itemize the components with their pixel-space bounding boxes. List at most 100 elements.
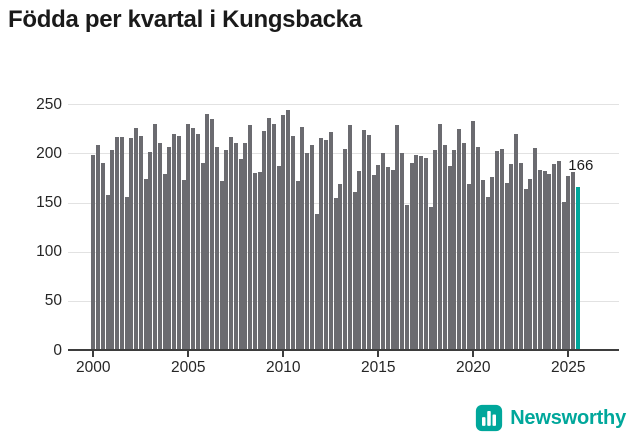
bar [404, 204, 409, 350]
bar [281, 115, 286, 350]
bar [110, 149, 115, 350]
bar [400, 152, 405, 350]
bar [499, 148, 504, 350]
bar [143, 179, 148, 350]
bar [167, 146, 172, 350]
bar [324, 139, 329, 350]
bar [338, 183, 343, 350]
bar [229, 136, 234, 350]
bar [442, 144, 447, 350]
y-axis-tick-label: 250 [36, 95, 62, 113]
bar [205, 114, 210, 350]
x-axis-line [68, 349, 619, 351]
bar [409, 163, 414, 350]
bar [172, 133, 177, 350]
bar [271, 124, 276, 350]
bar [357, 171, 362, 350]
bar [366, 134, 371, 350]
bar [433, 149, 438, 350]
bar [362, 129, 367, 350]
bar [314, 214, 319, 350]
y-axis-tick-label: 50 [44, 292, 62, 310]
bar [181, 180, 186, 350]
bar [381, 152, 386, 350]
bar [243, 142, 248, 350]
bar [571, 172, 575, 350]
bar [276, 166, 281, 350]
bar [91, 155, 96, 350]
bar [328, 131, 333, 350]
bar [390, 170, 395, 350]
bar [210, 119, 215, 350]
bar [200, 163, 205, 350]
highlight-value-label: 166 [568, 156, 594, 174]
bar [461, 142, 466, 350]
bar [514, 133, 518, 350]
gridline [68, 104, 619, 106]
bar [471, 121, 476, 350]
newsworthy-branding[interactable]: Newsworthy [475, 404, 626, 432]
bar [286, 110, 291, 350]
bar [162, 174, 167, 350]
bar [214, 146, 219, 350]
bar [476, 146, 481, 350]
bar [191, 127, 196, 350]
newsworthy-logo-icon [476, 404, 503, 432]
bar [300, 126, 305, 350]
bar [257, 172, 262, 350]
bar [295, 181, 300, 350]
brand-name: Newsworthy [510, 406, 626, 429]
x-axis-tick [567, 351, 570, 357]
bar [542, 171, 547, 350]
bar [100, 163, 105, 350]
bar [238, 159, 243, 350]
bar [96, 144, 100, 350]
bar [267, 118, 272, 350]
bar [428, 206, 433, 350]
bar [233, 142, 238, 350]
bar [466, 183, 471, 350]
bar [414, 155, 419, 350]
bar [490, 177, 495, 350]
bar [119, 136, 124, 350]
bar [518, 163, 523, 350]
x-axis-tick [92, 351, 95, 357]
bar [533, 147, 537, 350]
bar [395, 124, 400, 350]
bar [333, 197, 338, 350]
bar [447, 166, 452, 350]
bar [552, 164, 556, 350]
highlighted-bar [575, 186, 580, 350]
y-axis-tick-label: 200 [36, 144, 62, 162]
bar [195, 133, 200, 350]
bar [457, 128, 462, 350]
bar [309, 144, 314, 350]
y-axis-tick-label: 100 [36, 243, 62, 261]
bar [148, 151, 153, 350]
bar [134, 127, 139, 350]
bar [556, 161, 561, 350]
x-axis-tick-label: 2005 [171, 359, 206, 376]
x-axis-tick-label: 2010 [266, 359, 301, 376]
bar [537, 170, 542, 350]
bar [509, 164, 514, 350]
y-axis-tick-label: 150 [36, 194, 62, 212]
bar [219, 181, 224, 350]
bar [566, 176, 571, 350]
bar [224, 149, 229, 350]
bar [504, 182, 509, 350]
bar [248, 124, 253, 350]
bar [452, 149, 457, 350]
bar [385, 167, 390, 350]
bar [547, 174, 552, 350]
bar [347, 124, 352, 350]
bar [252, 173, 257, 350]
x-axis-tick-label: 2025 [551, 359, 586, 376]
bar [129, 137, 134, 350]
y-axis-tick-label: 0 [53, 341, 62, 359]
x-axis-tick [377, 351, 380, 357]
bar [419, 156, 424, 350]
bar [352, 191, 357, 350]
x-axis-tick-label: 2000 [76, 359, 111, 376]
